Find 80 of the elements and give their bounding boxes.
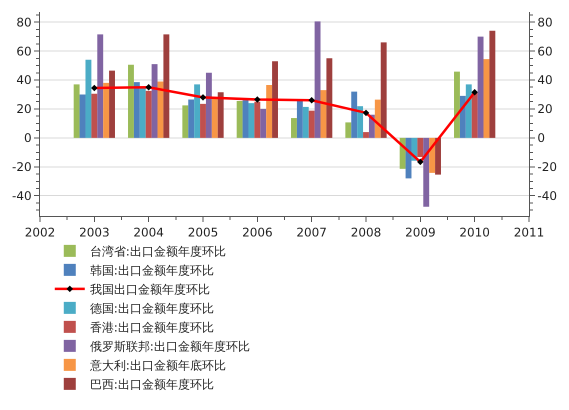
bar xyxy=(74,84,80,138)
y2-tick-label: 80 xyxy=(537,15,553,30)
y-tick-label: 60 xyxy=(16,44,32,58)
bar xyxy=(291,118,297,138)
legend-label: 我国出口金额年度环比 xyxy=(90,282,210,297)
x-tick-label: 2003 xyxy=(79,225,110,240)
bar xyxy=(206,72,212,138)
legend-label: 香港:出口金额年度环比 xyxy=(90,320,214,335)
y2-tick-label: 60 xyxy=(537,44,553,58)
bar xyxy=(194,84,200,138)
x-tick-label: 2011 xyxy=(514,225,544,240)
bar xyxy=(97,34,104,138)
x-tick-label: 2006 xyxy=(242,225,273,240)
bar xyxy=(140,87,146,138)
bar xyxy=(152,64,158,138)
bar xyxy=(435,138,441,175)
y-tick-label: -20 xyxy=(12,160,32,174)
bar xyxy=(417,138,424,157)
x-tick-label: 2004 xyxy=(133,225,164,240)
bar xyxy=(314,21,321,138)
bar xyxy=(308,110,315,138)
bar xyxy=(296,100,303,138)
bar xyxy=(158,81,164,138)
bar xyxy=(134,82,140,138)
legend-label: 俄罗斯联邦:出口金额年度环比 xyxy=(90,340,250,354)
bar xyxy=(103,82,110,138)
legend-label: 台湾省:出口金额年度环比 xyxy=(90,244,226,259)
legend-label: 意大利:出口金额年底环比 xyxy=(88,358,226,373)
bar xyxy=(266,85,272,138)
bar xyxy=(302,106,309,138)
y2-tick-label: 20 xyxy=(537,102,553,116)
bar xyxy=(128,64,134,138)
bar xyxy=(380,42,387,138)
bar xyxy=(320,90,326,138)
bar xyxy=(254,102,260,138)
legend-label: 德国:出口金额年度环比 xyxy=(90,302,214,316)
x-tick-label: 2010 xyxy=(459,225,490,240)
bar xyxy=(85,60,92,138)
bar xyxy=(91,94,98,138)
bar xyxy=(212,98,218,138)
bar xyxy=(326,58,332,138)
bar xyxy=(478,36,484,138)
x-tick-label: 2007 xyxy=(296,225,327,240)
bar xyxy=(272,61,278,138)
bar xyxy=(248,103,254,138)
x-tick-label: 2008 xyxy=(350,225,382,240)
bar xyxy=(472,93,478,138)
y-tick-label: 0 xyxy=(24,131,32,146)
bar xyxy=(236,100,243,138)
bar xyxy=(146,90,152,138)
y2-tick-label: 0 xyxy=(537,131,546,146)
y2-tick-label: -40 xyxy=(537,188,558,203)
bar xyxy=(163,34,170,138)
bar xyxy=(260,108,266,138)
y2-tick-label: 40 xyxy=(537,73,553,88)
bar xyxy=(363,132,369,138)
y-tick-label: 40 xyxy=(16,73,32,88)
bar xyxy=(242,100,248,138)
bar xyxy=(460,96,466,138)
bar xyxy=(454,72,460,138)
bar xyxy=(374,100,381,138)
bar xyxy=(406,138,412,178)
bar xyxy=(188,100,194,138)
legend-label: 巴西:出口金额年度环比 xyxy=(90,378,214,392)
x-tick-label: 2009 xyxy=(405,225,436,240)
bar xyxy=(357,106,364,138)
y-tick-label: 20 xyxy=(16,102,32,116)
legend-label: 韩国:出口金额年度环比 xyxy=(90,264,214,278)
x-tick-label: 2002 xyxy=(24,225,56,240)
bar xyxy=(182,105,188,138)
bar xyxy=(484,59,490,138)
y-tick-label: 80 xyxy=(16,15,32,30)
y2-tick-label: -20 xyxy=(537,160,558,174)
bar xyxy=(489,30,496,138)
bar xyxy=(345,122,352,138)
y-tick-label: -40 xyxy=(12,188,32,203)
x-tick-label: 2005 xyxy=(188,225,218,240)
bar xyxy=(109,70,115,138)
bar xyxy=(200,104,206,138)
bar xyxy=(80,94,86,138)
